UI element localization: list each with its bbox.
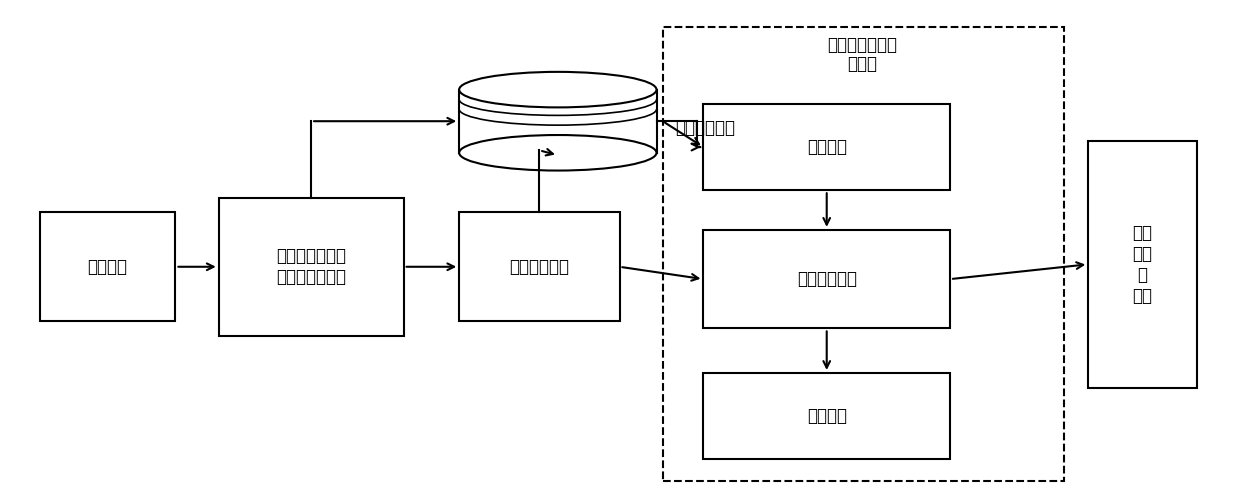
Bar [40,213,176,321]
Bar [1088,141,1197,388]
Text: 调制参数估计: 调制参数估计 [797,270,856,288]
Bar [704,230,950,328]
Text: 调制识别: 调制识别 [807,138,846,156]
Text: 信号检测、参数
测量及特征提取: 信号检测、参数 测量及特征提取 [276,248,346,286]
Bar [704,104,950,190]
Ellipse shape [460,135,657,171]
Text: 与识别: 与识别 [847,55,877,73]
Text: 态势
分析
与
决策: 态势 分析 与 决策 [1132,224,1152,304]
Ellipse shape [460,72,657,107]
Text: 辐射源数据库: 辐射源数据库 [675,119,735,137]
Bar [218,198,404,336]
Bar [460,90,657,153]
Bar [460,213,620,321]
Bar [704,373,950,459]
Bar [663,27,1063,482]
Text: 脉冲流去交错: 脉冲流去交错 [509,258,570,276]
Text: 信号截获: 信号截获 [88,258,128,276]
Text: 个体识别: 个体识别 [807,407,846,425]
Text: 辐射源特性分析: 辐射源特性分析 [828,36,897,54]
